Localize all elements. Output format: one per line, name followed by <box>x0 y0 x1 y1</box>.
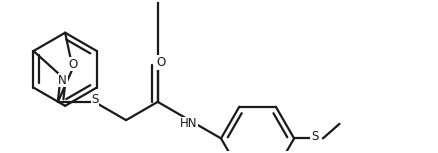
Text: O: O <box>155 56 165 69</box>
Text: O: O <box>68 58 77 71</box>
Text: S: S <box>310 130 318 143</box>
Text: N: N <box>58 74 67 87</box>
Text: HN: HN <box>179 118 197 131</box>
Text: S: S <box>91 93 99 106</box>
